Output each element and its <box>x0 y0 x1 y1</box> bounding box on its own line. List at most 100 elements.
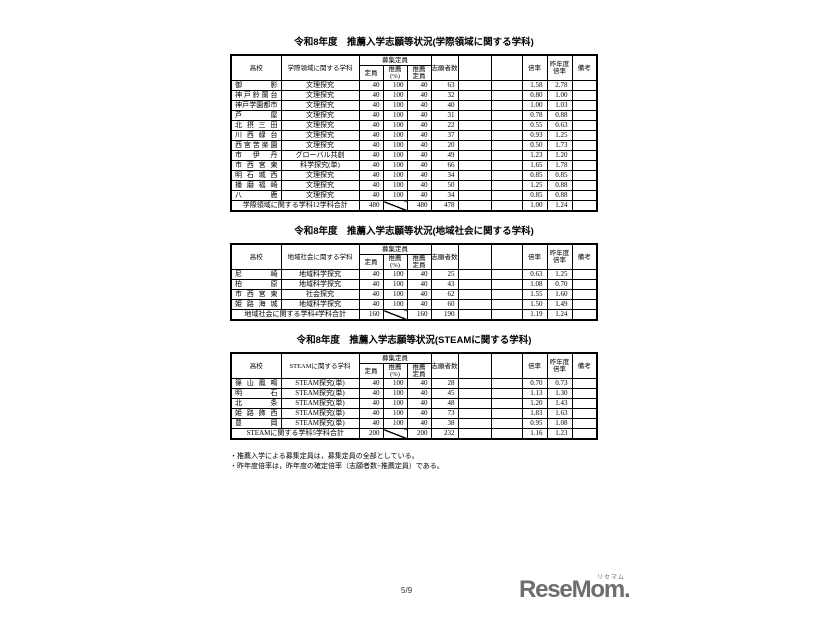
capacity-cell: 40 <box>358 110 384 121</box>
total-applicants-cell: 190 <box>430 309 459 321</box>
ratio-cell: 1.55 <box>521 289 548 300</box>
recommend-capacity-cell: 40 <box>406 398 432 409</box>
prev-ratio-cell: 0.88 <box>546 180 573 191</box>
school-name-cell: 明石 <box>230 388 282 399</box>
col-header-applicants: 志願者数 <box>430 243 459 270</box>
table-row: 篠山鳳鳴 STEAM探究(単) 40 100 40 28 0.70 0.73 <box>230 378 598 389</box>
remarks-cell <box>571 150 598 161</box>
school-name-cell: 柏原 <box>230 279 282 290</box>
admission-status-table-interdisciplinary: 高校 学際領域に関する学科 募集定員 志願者数 倍率 昨年度 倍率 備考 定員 … <box>230 54 598 212</box>
applicants-cell: 34 <box>430 170 459 181</box>
blank-cell <box>490 80 523 91</box>
school-name-cell: 市西宮東 <box>230 289 282 300</box>
table-row: 西宮苦楽園 文理探究 40 100 40 20 0.50 1.73 <box>230 140 598 151</box>
prev-ratio-cell: 1.20 <box>546 150 573 161</box>
capacity-cell: 40 <box>358 120 384 131</box>
blank-cell <box>457 408 492 419</box>
department-cell: 文理探究 <box>280 90 360 101</box>
table-row: 市西宮東 科学探究(単) 40 100 40 66 1.65 1.78 <box>230 160 598 171</box>
capacity-cell: 40 <box>358 289 384 300</box>
school-name-cell: 御影 <box>230 80 282 91</box>
total-row: STEAMに関する学科5学科合計 200 200 232 1.16 1.23 <box>230 428 598 440</box>
table-row: 北条 STEAM探究(単) 40 100 40 48 1.20 1.43 <box>230 398 598 409</box>
recommend-capacity-cell: 40 <box>406 100 432 111</box>
total-applicants-cell: 478 <box>430 200 459 212</box>
remarks-cell <box>571 120 598 131</box>
table-row: 豊岡 STEAM探究(単) 40 100 40 38 0.95 1.08 <box>230 418 598 429</box>
blank-cell <box>457 180 492 191</box>
blank-cell <box>457 110 492 121</box>
capacity-cell: 40 <box>358 190 384 201</box>
department-cell: 地域科学探究 <box>280 279 360 290</box>
school-name-cell: 芦屋 <box>230 110 282 121</box>
total-capacity-cell: 200 <box>358 428 384 440</box>
col-header-school: 高校 <box>230 54 282 81</box>
recommend-pct-cell: 100 <box>382 110 408 121</box>
recommend-capacity-cell: 40 <box>406 190 432 201</box>
remarks-cell <box>571 160 598 171</box>
department-cell: 文理探究 <box>280 110 360 121</box>
applicants-cell: 20 <box>430 140 459 151</box>
capacity-cell: 40 <box>358 180 384 191</box>
table-row: 姫路飾西 STEAM探究(単) 40 100 40 73 1.83 1.63 <box>230 408 598 419</box>
document-body: 令和8年度 推薦入学志願等状況(学際領域に関する学科) 高校 学際領域に関する学… <box>230 34 598 471</box>
prev-ratio-cell: 0.70 <box>546 279 573 290</box>
capacity-cell: 40 <box>358 140 384 151</box>
remarks-cell <box>571 90 598 101</box>
recommend-pct-cell: 100 <box>382 170 408 181</box>
recommend-capacity-cell: 40 <box>406 418 432 429</box>
table-title: 令和8年度 推薦入学志願等状況(学際領域に関する学科) <box>294 37 534 48</box>
col-header-department: STEAMに関する学科 <box>280 352 360 379</box>
school-name-cell: 豊岡 <box>230 418 282 429</box>
blank-cell <box>490 388 523 399</box>
blank-cell <box>490 378 523 389</box>
blank-cell <box>457 150 492 161</box>
blank-cell <box>490 170 523 181</box>
total-capacity-cell: 160 <box>358 309 384 321</box>
total-ratio-cell: 1.19 <box>521 309 548 321</box>
blank-cell <box>457 90 492 101</box>
table-row: 八鹿 文理探究 40 100 40 34 0.85 0.88 <box>230 190 598 201</box>
department-cell: STEAM探究(単) <box>280 398 360 409</box>
applicants-cell: 22 <box>430 120 459 131</box>
table-row: 神戸鈴蘭台 文理探究 40 100 40 32 0.80 1.00 <box>230 90 598 101</box>
ratio-cell: 0.93 <box>521 130 548 141</box>
remarks-cell <box>571 418 598 429</box>
recommend-pct-cell: 100 <box>382 100 408 111</box>
col-header-blank-2 <box>490 54 523 81</box>
prev-ratio-cell: 0.88 <box>546 190 573 201</box>
ratio-cell: 1.58 <box>521 80 548 91</box>
recommend-pct-cell: 100 <box>382 279 408 290</box>
ratio-cell: 1.65 <box>521 160 548 171</box>
table-row: 市伊丹 グローバル共創 40 100 40 49 1.23 1.20 <box>230 150 598 161</box>
applicants-cell: 63 <box>430 80 459 91</box>
recommend-capacity-cell: 40 <box>406 269 432 280</box>
capacity-cell: 40 <box>358 378 384 389</box>
remarks-cell <box>571 309 598 321</box>
remarks-cell <box>571 378 598 389</box>
table-row: 尼崎 地域科学探究 40 100 40 25 0.63 1.25 <box>230 269 598 280</box>
blank-cell <box>490 200 523 212</box>
col-header-ratio: 倍率 <box>521 54 548 81</box>
capacity-cell: 40 <box>358 279 384 290</box>
recommend-capacity-cell: 40 <box>406 140 432 151</box>
capacity-cell: 40 <box>358 388 384 399</box>
remarks-cell <box>571 180 598 191</box>
capacity-cell: 40 <box>358 418 384 429</box>
table-row: 神戸学園都市 文理探究 40 100 40 40 1.00 1.03 <box>230 100 598 111</box>
blank-cell <box>490 309 523 321</box>
remarks-cell <box>571 279 598 290</box>
col-header-remarks: 備考 <box>571 243 598 270</box>
remarks-cell <box>571 200 598 212</box>
school-name-cell: 神戸学園都市 <box>230 100 282 111</box>
ratio-cell: 0.78 <box>521 110 548 121</box>
resemom-logo-text: ReseMom. <box>519 576 631 603</box>
table-row: 明石 STEAM探究(単) 40 100 40 45 1.13 1.30 <box>230 388 598 399</box>
applicants-cell: 37 <box>430 130 459 141</box>
capacity-cell: 40 <box>358 100 384 111</box>
blank-cell <box>490 299 523 310</box>
blank-cell <box>490 269 523 280</box>
department-cell: 文理探究 <box>280 170 360 181</box>
col-header-remarks: 備考 <box>571 54 598 81</box>
prev-ratio-cell: 1.60 <box>546 289 573 300</box>
